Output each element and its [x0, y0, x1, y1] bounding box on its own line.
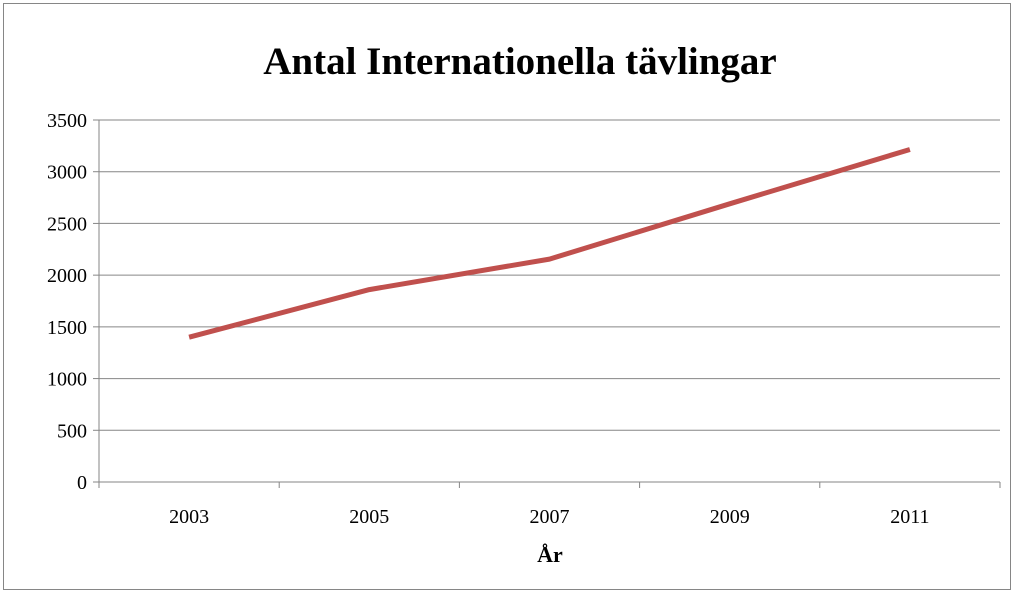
x-tick-label-2009: 2009 — [710, 506, 750, 528]
x-tick-label-2005: 2005 — [349, 506, 389, 528]
y-tick-label-1500: 1500 — [47, 317, 87, 339]
y-tick-label-0: 0 — [77, 472, 87, 494]
x-tick-label-2011: 2011 — [890, 506, 929, 528]
y-tick-label-2500: 2500 — [47, 213, 87, 235]
series-line-0 — [188, 147, 911, 340]
gridlines — [99, 119, 1000, 431]
series-layer — [188, 147, 911, 340]
y-tick-label-500: 500 — [57, 420, 87, 442]
y-tick-label-1000: 1000 — [47, 369, 87, 391]
y-tick-label-3000: 3000 — [47, 162, 87, 184]
y-tick-label-3500: 3500 — [47, 110, 87, 132]
x-tick-label-2003: 2003 — [169, 506, 209, 528]
chart-frame — [3, 3, 1011, 590]
chart-title: Antal Internationella tävlingar — [263, 40, 777, 83]
y-tick-label-2000: 2000 — [47, 265, 87, 287]
axes — [93, 119, 1001, 488]
y-tick-labels: 0 500 1000 1500 2000 2500 3000 3500 — [47, 110, 87, 494]
x-axis-label: År — [537, 542, 563, 567]
x-tick-labels: 2003 2005 2007 2009 2011 — [169, 506, 929, 528]
x-tick-label-2007: 2007 — [530, 506, 570, 528]
